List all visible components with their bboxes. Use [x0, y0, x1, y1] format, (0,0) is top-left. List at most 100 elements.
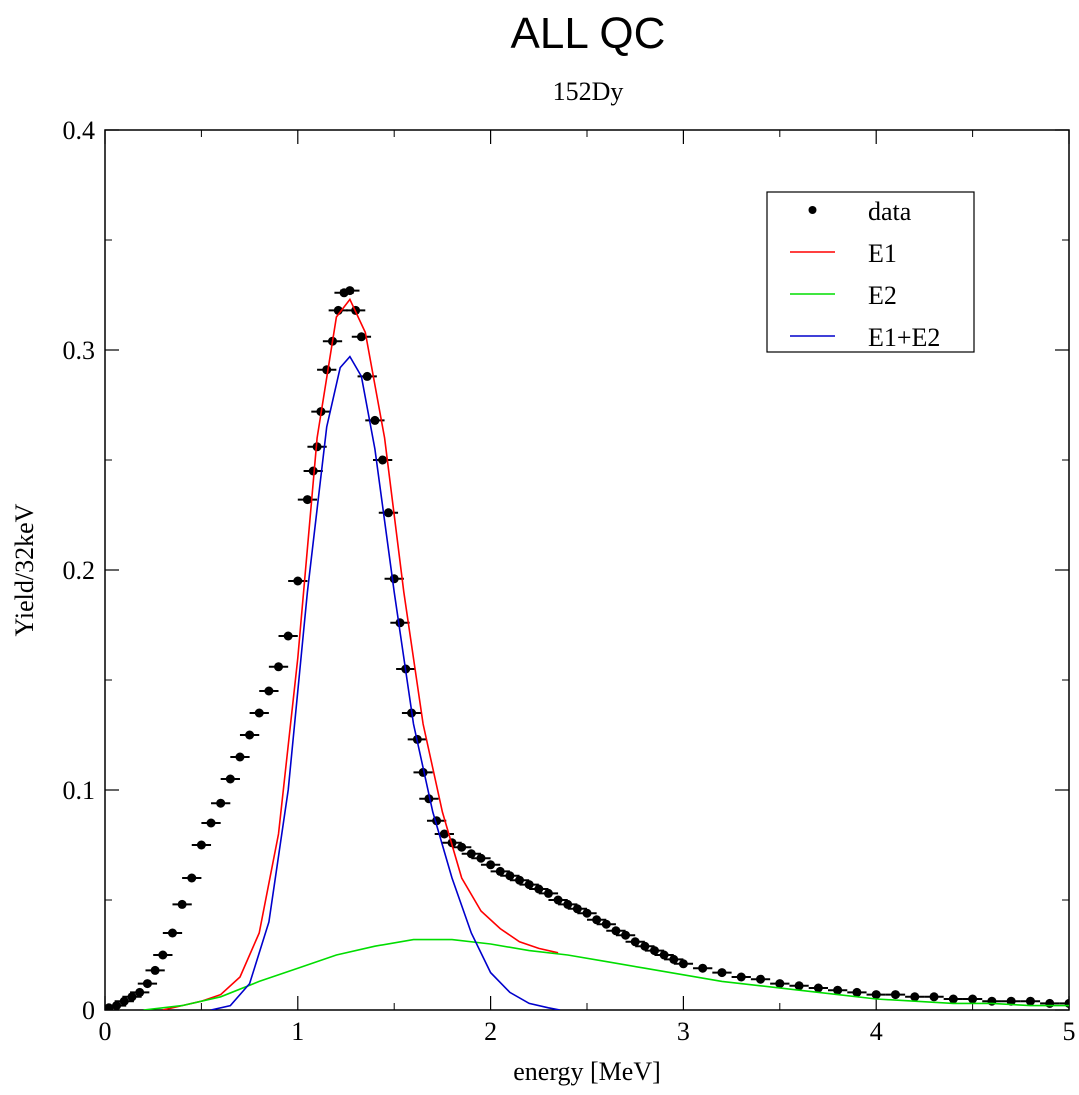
legend-swatch — [808, 206, 817, 214]
data-point — [649, 946, 659, 956]
series-line — [162, 297, 559, 1010]
y-tick-label: 0 — [82, 996, 95, 1025]
data-point — [794, 981, 804, 991]
data-point — [775, 979, 785, 989]
x-tick-label: 1 — [291, 1017, 304, 1046]
data-point — [254, 708, 264, 718]
data-point — [389, 574, 399, 584]
x-tick-label: 4 — [870, 1017, 883, 1046]
x-tick-label: 0 — [99, 1017, 112, 1046]
data-point — [466, 849, 476, 859]
series-e2 — [143, 938, 1069, 1010]
data-point — [572, 904, 582, 914]
data-point — [177, 899, 187, 909]
data-point — [158, 950, 168, 960]
data-point — [601, 919, 611, 929]
data-point — [142, 979, 152, 989]
data-point — [582, 908, 592, 918]
data-point — [871, 990, 881, 1000]
data-point — [948, 994, 958, 1004]
data-point — [476, 853, 486, 863]
data-point — [592, 915, 602, 925]
x-tick-label: 5 — [1063, 1017, 1076, 1046]
data-point — [362, 371, 372, 381]
data-point — [563, 899, 573, 909]
data-point — [640, 941, 650, 951]
data-point — [356, 332, 366, 342]
y-tick-label: 0.4 — [63, 116, 96, 145]
data-point — [345, 286, 355, 296]
data-point — [968, 994, 978, 1004]
data-point — [196, 840, 206, 850]
data-point — [534, 884, 544, 894]
data-point — [1025, 996, 1035, 1006]
data-point — [127, 992, 137, 1002]
data-point — [543, 888, 553, 898]
data-point — [515, 875, 525, 885]
data-point — [756, 974, 766, 984]
data-point — [150, 965, 160, 975]
data-point — [929, 992, 939, 1002]
legend: data E1 E2 E1+E2 — [766, 191, 975, 353]
data-point — [457, 842, 467, 852]
data-point — [167, 928, 177, 938]
data-point — [293, 576, 303, 586]
chart-subtitle: 152Dy — [553, 77, 624, 106]
x-axis-label: energy [MeV] — [513, 1057, 661, 1086]
data-point — [495, 866, 505, 876]
series-line — [143, 938, 1069, 1010]
data-point — [206, 818, 216, 828]
data-point — [383, 508, 393, 518]
data-point — [378, 455, 388, 465]
series-layer — [105, 286, 1069, 1010]
y-tick-label: 0.3 — [63, 336, 96, 365]
data-point — [302, 495, 312, 505]
y-axis-label: Yield/32keV — [10, 503, 39, 636]
y-tick-label: 0.1 — [63, 776, 96, 805]
series-data — [105, 286, 1069, 1010]
data-point — [225, 774, 235, 784]
axis-ticks — [104, 129, 1070, 1011]
data-point — [216, 798, 226, 808]
axis-tick-labels: 0 1 2 3 4 5 0 0.1 0.2 0.3 0.4 — [63, 116, 1076, 1046]
x-tick-label: 3 — [677, 1017, 690, 1046]
chart-title: ALL QC — [511, 9, 666, 58]
data-point — [659, 950, 669, 960]
x-tick-label: 2 — [484, 1017, 497, 1046]
data-point — [112, 1001, 122, 1010]
data-point — [736, 972, 746, 982]
data-point — [669, 954, 679, 964]
data-point — [1045, 998, 1055, 1008]
data-point — [370, 415, 380, 425]
series-e1-e2 — [210, 355, 561, 1010]
legend-label: data — [868, 197, 912, 226]
data-point — [833, 985, 843, 995]
data-point — [119, 996, 129, 1006]
data-point — [524, 880, 534, 890]
data-point — [395, 618, 405, 628]
data-point — [308, 466, 318, 476]
data-point — [486, 860, 496, 870]
legend-box — [766, 191, 975, 353]
data-point — [235, 752, 245, 762]
legend-label: E1+E2 — [868, 323, 940, 352]
data-point — [283, 631, 293, 641]
data-point — [890, 990, 900, 1000]
data-point — [621, 930, 631, 940]
data-point — [264, 686, 274, 696]
data-point — [910, 992, 920, 1002]
data-point — [813, 983, 823, 993]
data-point — [717, 968, 727, 978]
series-e1 — [162, 297, 559, 1010]
data-point — [1064, 998, 1069, 1008]
data-point — [135, 987, 145, 997]
data-point — [1006, 996, 1016, 1006]
legend-label: E1 — [868, 239, 897, 268]
data-point — [611, 926, 621, 936]
data-point — [187, 873, 197, 883]
data-point — [274, 662, 284, 672]
data-point — [678, 959, 688, 969]
y-tick-label: 0.2 — [63, 556, 96, 585]
data-point — [439, 829, 449, 839]
